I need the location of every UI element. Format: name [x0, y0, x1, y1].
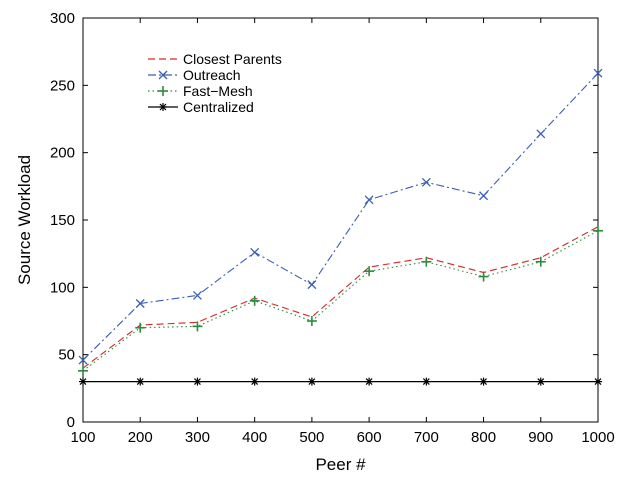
x-tick-label: 800	[471, 429, 496, 446]
x-tick-label: 400	[242, 429, 267, 446]
y-axis-label: Source Workload	[15, 155, 34, 285]
x-tick-label: 100	[70, 429, 95, 446]
series-layer	[78, 68, 603, 386]
y-tick-label: 200	[50, 145, 75, 162]
axis-ticks: 100 200 300 400 500 600 700 800 900 1000 0 50 100 150…	[50, 10, 615, 446]
data-point	[535, 256, 546, 267]
data-point	[536, 129, 546, 139]
data-point	[192, 290, 202, 300]
data-point	[594, 377, 602, 386]
legend-label: Outreach	[183, 67, 241, 83]
legend-marker	[159, 103, 167, 111]
data-point	[78, 355, 88, 365]
x-tick-label: 700	[414, 429, 439, 446]
data-point	[307, 280, 317, 290]
data-point	[421, 177, 431, 187]
y-tick-label: 50	[58, 347, 75, 364]
x-tick-label: 300	[185, 429, 210, 446]
y-tick-label: 250	[50, 77, 75, 94]
data-point	[536, 377, 545, 386]
series-line	[82, 226, 599, 369]
data-point	[479, 377, 488, 386]
legend-item: Outreach	[148, 67, 241, 83]
y-tick-label: 300	[50, 10, 75, 27]
data-point	[135, 299, 145, 308]
data-point	[192, 321, 203, 332]
data-point	[249, 295, 260, 306]
data-point	[478, 271, 489, 282]
series-0	[82, 226, 599, 369]
series-2	[78, 225, 603, 376]
x-tick-label: 600	[357, 429, 382, 446]
y-tick-label: 150	[50, 212, 75, 229]
x-tick-label: 200	[128, 429, 153, 446]
y-tick-label: 100	[50, 279, 75, 296]
x-tick-label: 1000	[581, 429, 614, 446]
legend-item: Fast−Mesh	[148, 83, 253, 99]
series-line	[82, 230, 599, 372]
legend-box	[142, 47, 309, 119]
x-tick-label: 900	[528, 429, 553, 446]
legend: Closest ParentsOutreachFast−MeshCentrali…	[142, 47, 309, 119]
data-point	[365, 377, 374, 386]
data-point	[78, 365, 88, 376]
x-axis-label: Peer #	[315, 455, 366, 474]
data-point	[250, 377, 259, 386]
legend-item: Centralized	[148, 99, 254, 115]
series-1	[78, 68, 603, 365]
legend-marker	[158, 86, 168, 96]
data-point	[422, 377, 431, 386]
data-point	[193, 377, 202, 386]
legend-label: Closest Parents	[183, 51, 282, 67]
data-point	[479, 191, 489, 201]
data-point	[593, 68, 603, 78]
y-tick-label: 0	[67, 414, 75, 431]
data-point	[593, 225, 603, 236]
legend-item: Closest Parents	[148, 51, 282, 67]
data-point	[421, 256, 432, 267]
legend-label: Fast−Mesh	[183, 83, 253, 99]
data-point	[364, 266, 375, 277]
x-tick-label: 500	[299, 429, 324, 446]
series-line	[82, 72, 599, 361]
data-point	[250, 247, 260, 257]
series-3	[79, 377, 602, 386]
data-point	[307, 377, 316, 386]
data-point	[135, 322, 146, 333]
data-point	[306, 316, 317, 326]
legend-label: Centralized	[183, 99, 254, 115]
legend-marker	[158, 70, 168, 80]
data-point	[364, 195, 374, 205]
data-point	[79, 377, 87, 386]
data-point	[136, 377, 145, 386]
